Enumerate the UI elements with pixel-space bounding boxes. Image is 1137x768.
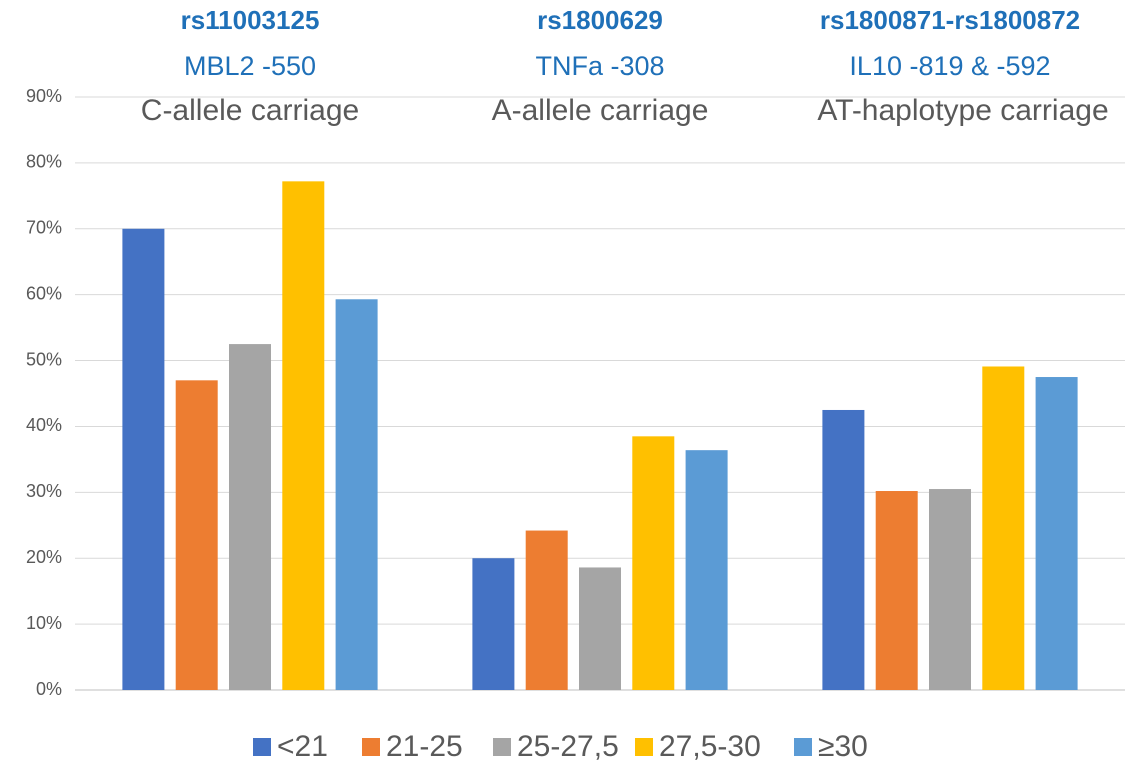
legend-swatch [362,738,380,756]
bar [632,436,675,690]
legend-label: ≥30 [818,730,868,763]
legend-swatch [794,738,812,756]
y-tick-label: 50% [26,349,62,369]
bar [875,491,918,690]
category-label: AT-haplotype carriage [817,94,1108,127]
y-tick-label: 20% [26,547,62,567]
bar [822,409,865,690]
legend-label: 27,5-30 [659,730,761,763]
bar [335,299,378,690]
legend-swatch [493,738,511,756]
y-tick-label: 10% [26,613,62,633]
bar [122,228,165,690]
y-tick-label: 60% [26,283,62,303]
bar [579,567,621,690]
legend-swatch [635,738,653,756]
group-snp: rs11003125 [181,5,320,35]
group-snp: rs1800871-rs1800872 [820,5,1080,35]
category-label: C-allele carriage [141,94,359,127]
bar [472,558,515,690]
legend-label: 25-27,5 [517,730,619,763]
bar [525,530,568,690]
y-tick-label: 0% [36,679,62,699]
group-gene: IL10 -819 & -592 [849,51,1050,81]
y-tick-label: 70% [26,218,62,238]
bar [982,366,1025,690]
y-tick-label: 90% [26,86,62,106]
legend-label: 21-25 [386,730,463,763]
bar [1035,377,1078,690]
category-label: A-allele carriage [492,94,709,127]
bar [929,489,971,690]
legend-label: <21 [277,730,328,763]
bar [175,380,218,690]
bar [229,344,271,690]
legend-swatch [253,738,271,756]
group-gene: MBL2 -550 [184,51,316,81]
bar [685,450,728,690]
bar [282,181,325,691]
group-snp: rs1800629 [537,5,663,35]
y-tick-label: 30% [26,481,62,501]
group-gene: TNFa -308 [535,51,664,81]
y-tick-label: 40% [26,415,62,435]
y-tick-label: 80% [26,152,62,172]
